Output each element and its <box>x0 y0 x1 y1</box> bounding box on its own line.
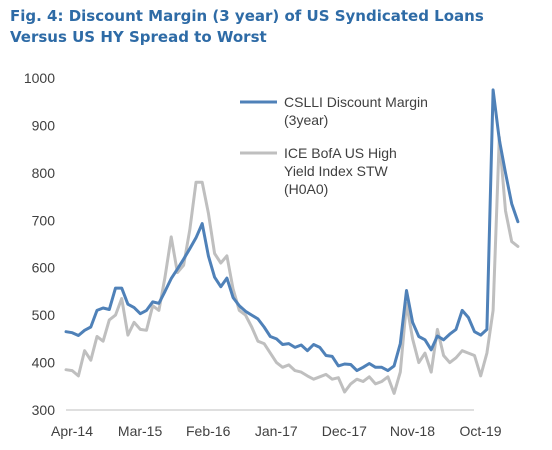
y-tick-label: 300 <box>32 402 56 418</box>
y-tick-label: 700 <box>32 212 56 228</box>
y-tick-label: 800 <box>32 165 56 181</box>
x-tick-label: Mar-15 <box>118 423 163 439</box>
series-layer <box>64 88 520 395</box>
y-tick-label: 1000 <box>24 70 55 86</box>
x-tick-label: Oct-19 <box>460 423 502 439</box>
legend-label: Yield Index STW <box>284 163 389 179</box>
x-tick-label: Dec-17 <box>322 423 367 439</box>
y-tick-label: 600 <box>32 260 56 276</box>
x-tick-label: Nov-18 <box>390 423 435 439</box>
legend-label: ICE BofA US High <box>284 145 397 161</box>
figure-title: Fig. 4: Discount Margin (3 year) of US S… <box>10 7 484 46</box>
series-line-cslli <box>64 88 520 373</box>
y-tick-label: 400 <box>32 355 56 371</box>
y-axis: 300 400 500 600 700 800 900 1000 <box>24 70 55 418</box>
x-tick-label: Apr-14 <box>51 423 93 439</box>
series-line-hy-stw <box>64 135 520 395</box>
x-tick-label: Feb-16 <box>186 423 231 439</box>
y-tick-label: 900 <box>32 117 56 133</box>
legend-label: CSLLI Discount Margin <box>284 94 428 110</box>
legend-label: (H0A0) <box>284 181 328 197</box>
legend-label: (3year) <box>284 112 328 128</box>
x-axis: Apr-14 Mar-15 Feb-16 Jan-17 Dec-17 Nov-18 Oct-… <box>51 409 502 439</box>
x-tick-label: Jan-17 <box>255 423 298 439</box>
legend: CSLLI Discount Margin (3year) ICE BofA US … <box>240 94 428 197</box>
y-tick-label: 500 <box>32 307 56 323</box>
